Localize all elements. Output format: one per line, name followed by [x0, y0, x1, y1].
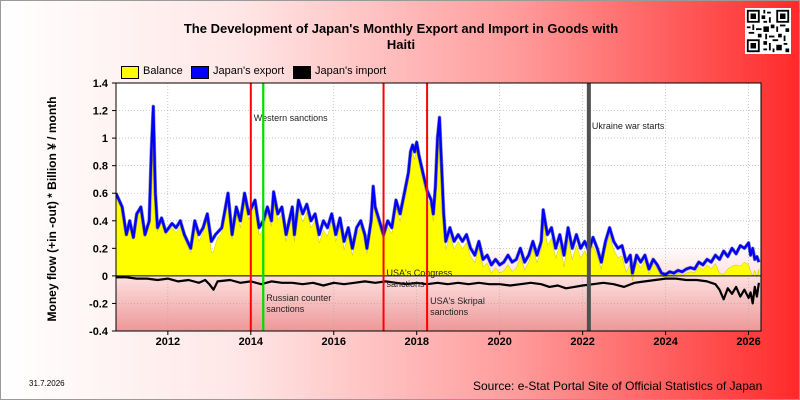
export-line	[116, 105, 761, 276]
legend-label-balance: Balance	[143, 65, 183, 77]
event-label-line2: sanctions	[387, 279, 426, 289]
y-tick-label: 0.8	[93, 161, 108, 173]
legend-swatch-balance	[121, 66, 139, 79]
legend-label-import: Japan's import	[315, 65, 387, 77]
legend-swatch-export	[191, 66, 209, 79]
event-label: Ukraine war starts	[592, 121, 665, 131]
legend-swatch-import	[293, 66, 311, 79]
event-label: Russian counter	[266, 293, 331, 303]
x-tick-label: 2022	[570, 336, 594, 348]
chart-title-line2: Haiti	[386, 37, 416, 52]
y-tick-label: 0.2	[93, 243, 108, 255]
event-label-line2: sanctions	[430, 307, 469, 317]
y-tick-label: 1.4	[93, 78, 109, 90]
qr-code-icon	[745, 8, 791, 54]
date-stamp: 31.7.2026	[29, 379, 65, 388]
event-label-line2: sanctions	[266, 304, 305, 314]
event-label: Western sanctions	[254, 113, 328, 123]
chart-title-line1: The Development of Japan's Monthly Expor…	[183, 21, 619, 36]
x-tick-label: 2012	[156, 336, 180, 348]
y-tick-label: -0.4	[89, 326, 109, 338]
x-tick-label: 2020	[487, 336, 511, 348]
chart-title: The Development of Japan's Monthly Expor…	[161, 21, 641, 53]
legend-label-export: Japan's export	[213, 65, 285, 77]
plot-border	[115, 82, 762, 332]
y-tick-label: -0.2	[89, 298, 108, 310]
y-tick-label: 0.6	[93, 188, 108, 200]
series-group	[116, 104, 761, 305]
y-tick-label: 1	[102, 133, 108, 145]
y-tick-label: 1.2	[93, 106, 108, 118]
x-tick-label: 2026	[736, 336, 760, 348]
event-label: USA's Skripal	[430, 296, 485, 306]
x-tick-label: 2016	[322, 336, 346, 348]
axes: -0.4 -0.2 0 0.2 0.4 0.6 0.8 1 1.2 1.4 2012 2014 2016…	[89, 78, 761, 348]
x-tick-label: 2024	[653, 336, 678, 348]
y-tick-label: 0	[102, 271, 108, 283]
y-tick-label: 0.4	[93, 216, 109, 228]
import-line	[116, 276, 760, 305]
x-tick-label: 2014	[239, 336, 264, 348]
x-tick-label: 2018	[404, 336, 428, 348]
event-label: USA's Congress	[387, 268, 453, 278]
source-note: Source: e-Stat Portal Site of Official S…	[473, 379, 763, 393]
